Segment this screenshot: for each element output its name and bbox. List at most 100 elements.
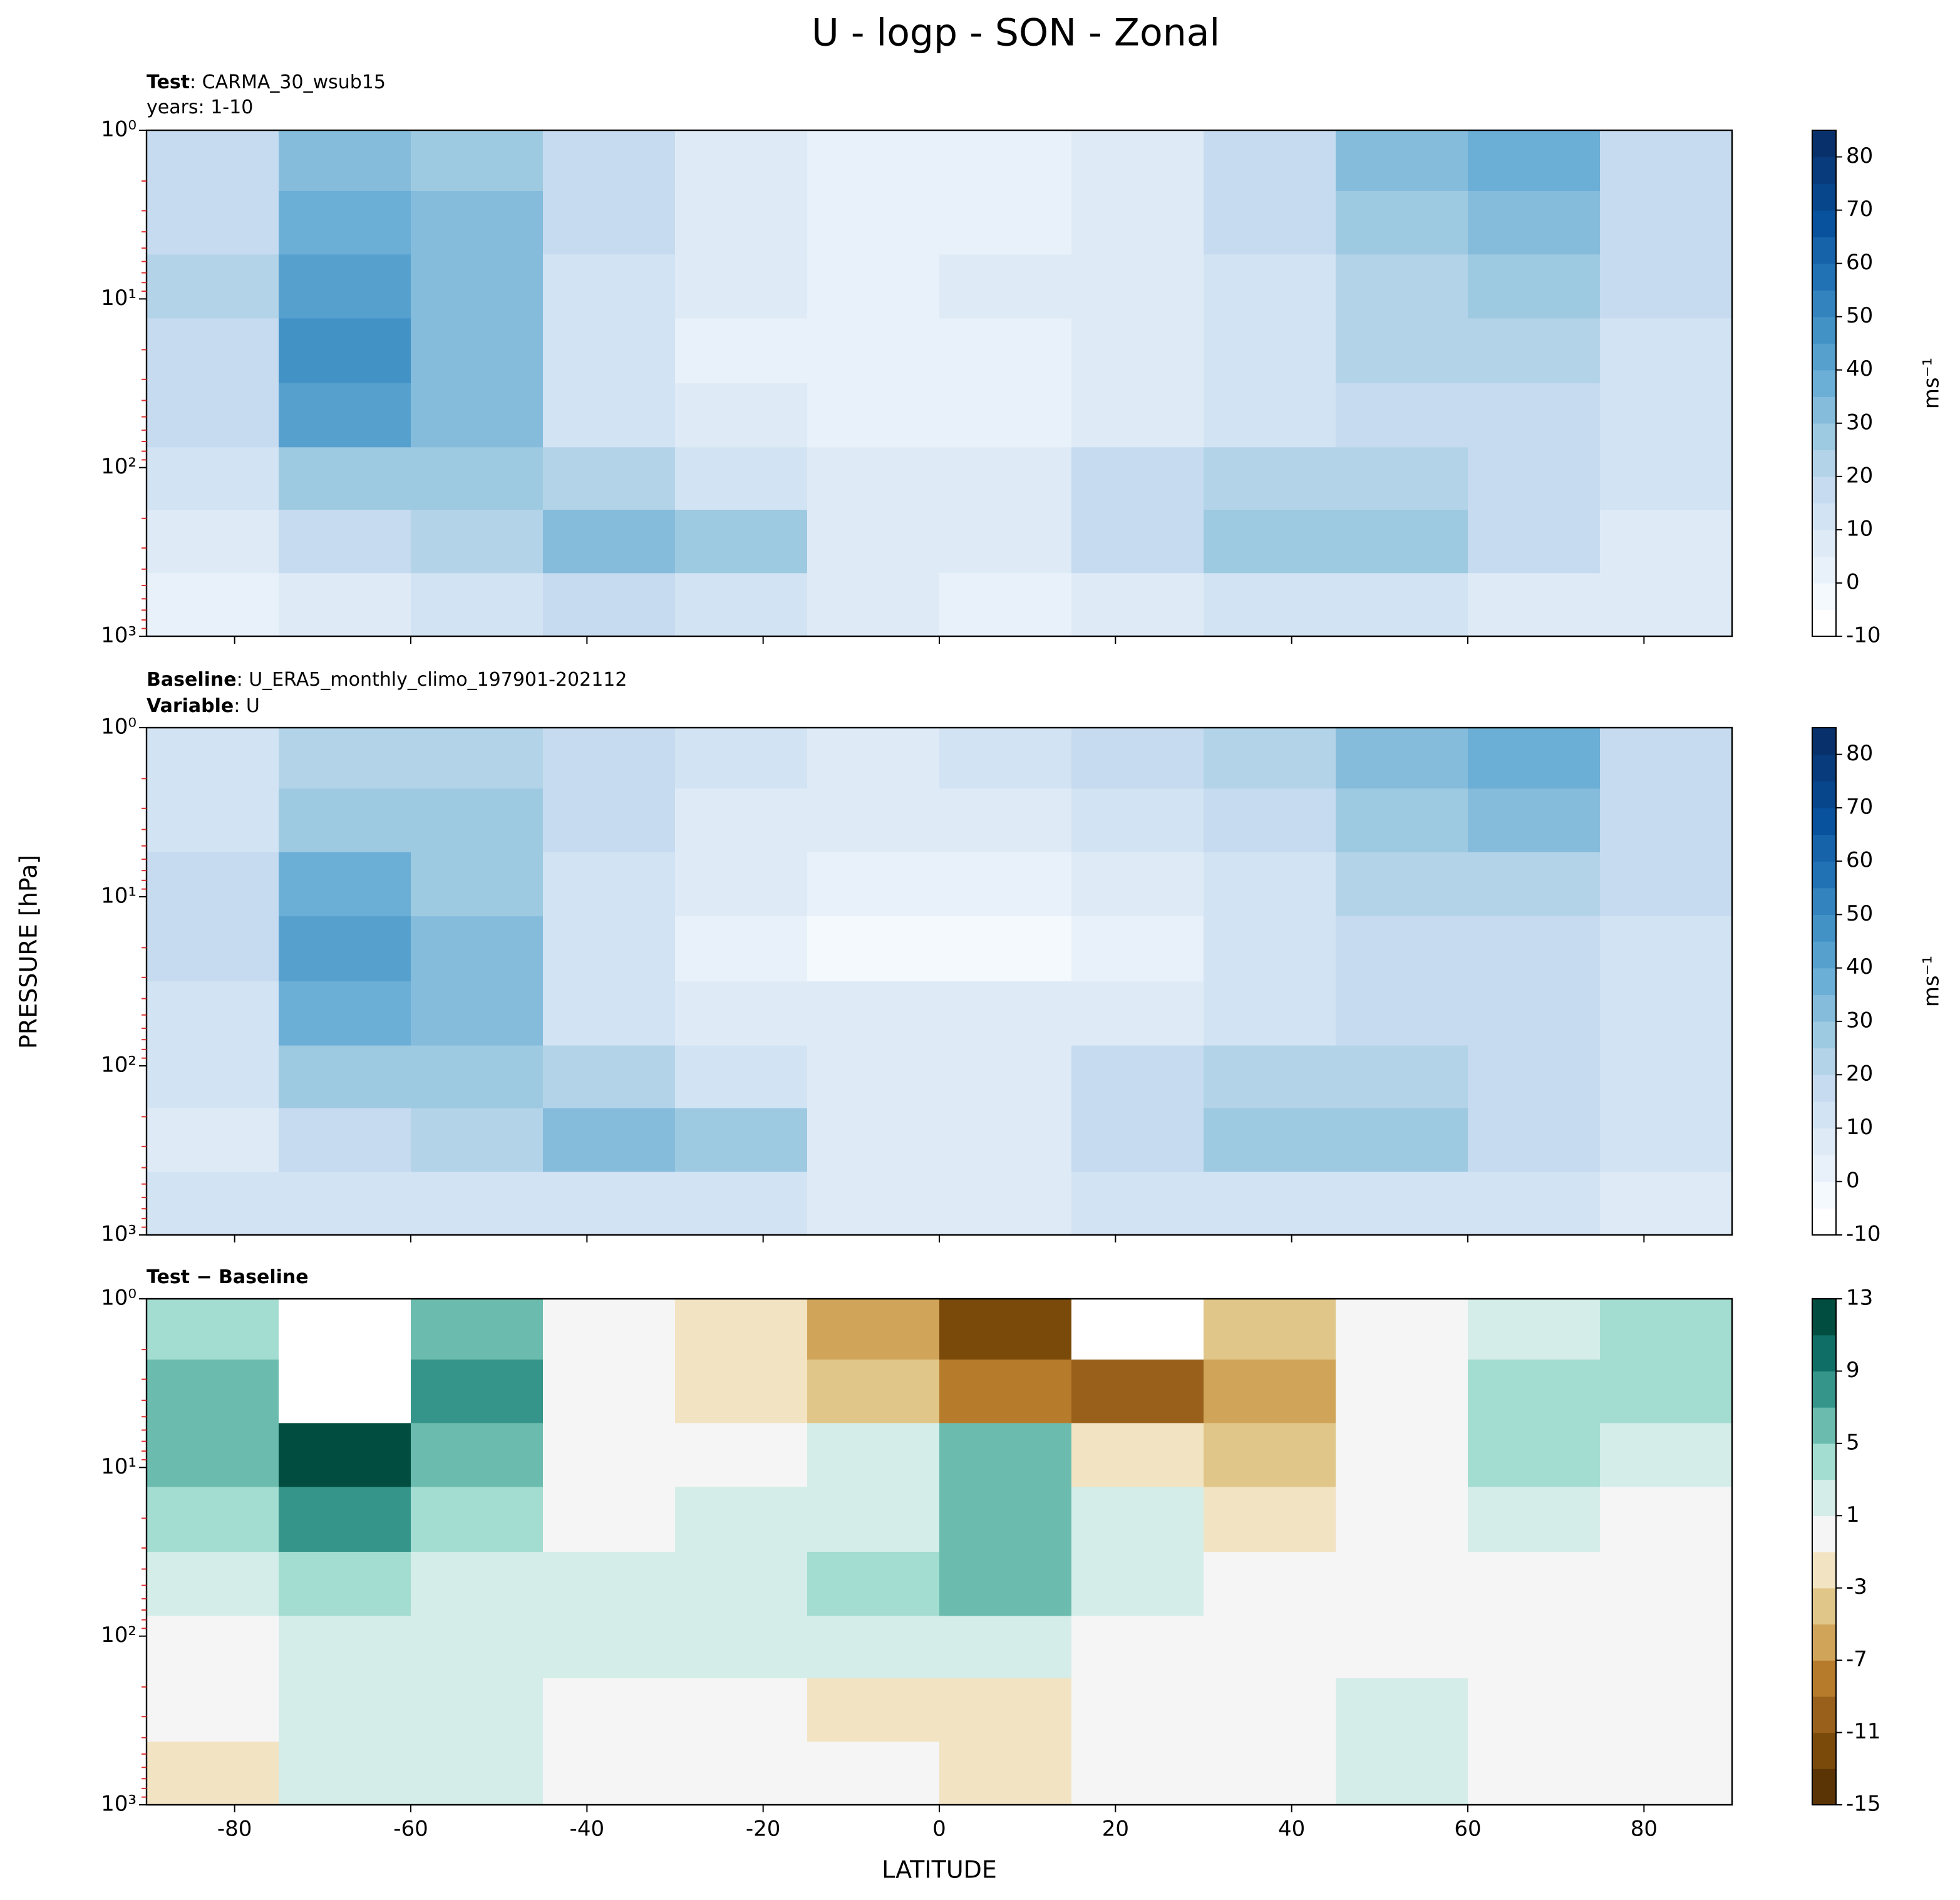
contour-cell — [279, 383, 411, 448]
colorbar-tick-label: 20 — [1846, 463, 1873, 488]
colorbar-tick-label: 40 — [1846, 356, 1873, 381]
contour-cell — [1204, 190, 1336, 256]
colorbar-tick-label: 5 — [1846, 1430, 1860, 1455]
contour-cell — [411, 981, 544, 1046]
contour-cell — [1600, 1742, 1733, 1805]
contour-cell — [147, 1678, 279, 1743]
contour-cell — [1336, 1423, 1468, 1488]
contour-cell — [1204, 1423, 1336, 1488]
x-tick-label: -40 — [570, 1817, 605, 1842]
contour-cell — [543, 788, 676, 853]
contour-cell — [1468, 254, 1601, 319]
contour-cell — [1336, 1359, 1468, 1424]
contour-cell — [411, 1678, 544, 1743]
contour-cell — [411, 383, 544, 448]
contour-cell — [1071, 383, 1204, 448]
contour-cell — [675, 1359, 808, 1424]
contour-cell — [1336, 447, 1468, 511]
contour-cell — [1071, 1616, 1204, 1680]
colorbar-tick-label: 30 — [1846, 410, 1873, 435]
contour-cell — [543, 1616, 676, 1680]
header-bold: Variable — [147, 695, 234, 717]
contour-cell — [279, 254, 411, 319]
contour-cell — [543, 254, 676, 319]
colorbar-tick-label: -7 — [1846, 1647, 1867, 1672]
colorbar-segment — [1812, 423, 1836, 450]
contour-cell — [279, 1742, 411, 1805]
x-tick-label: 60 — [1454, 1817, 1481, 1842]
contour-cell — [411, 728, 544, 790]
colorbar-segment — [1812, 1768, 1836, 1805]
contour-cell — [1336, 852, 1468, 917]
colorbar-segment — [1812, 968, 1836, 995]
colorbar-segment — [1812, 728, 1836, 755]
contour-cell — [543, 1299, 676, 1360]
contour-cell — [1468, 1108, 1601, 1173]
contour-cell — [939, 1678, 1072, 1743]
contour-cell — [939, 573, 1072, 637]
contour-cell — [675, 788, 808, 853]
contour-cell — [939, 510, 1072, 574]
contour-cell — [939, 1742, 1072, 1805]
contour-cell — [807, 728, 940, 790]
contour-cell — [1071, 1172, 1204, 1236]
contour-cell — [1468, 1359, 1601, 1424]
colorbar-tick-label: 80 — [1846, 143, 1873, 168]
x-tick-label: -80 — [217, 1817, 252, 1842]
contour-cell — [1071, 852, 1204, 917]
contour-cell — [1336, 1045, 1468, 1109]
header-bold: Test − Baseline — [147, 1266, 309, 1288]
contour-cell — [1071, 190, 1204, 256]
contour-cell — [1468, 728, 1601, 790]
colorbar-segment — [1812, 290, 1836, 318]
contour-cell — [1336, 788, 1468, 853]
contour-cell — [1600, 130, 1733, 192]
contour-cell — [807, 318, 940, 384]
colorbar-tick-label: 70 — [1846, 197, 1873, 222]
contour-cell — [1071, 1299, 1204, 1360]
contour-cell — [1204, 1299, 1336, 1360]
contour-cell — [279, 1299, 411, 1360]
contour-cell — [543, 130, 676, 192]
contour-cell — [147, 981, 279, 1046]
contour-cell — [411, 916, 544, 982]
contour-cell — [1336, 1108, 1468, 1173]
contour-cell — [147, 728, 279, 790]
contour-cell — [1071, 573, 1204, 637]
y-tick-label: 10¹ — [101, 286, 137, 311]
contour-cell — [807, 852, 940, 917]
contour-cell — [1600, 1678, 1733, 1743]
colorbar-frame — [1812, 130, 1837, 637]
contour-cell — [675, 318, 808, 384]
contour-cell — [1204, 852, 1336, 917]
contour-cell — [411, 1552, 544, 1617]
colorbar-tick-label: 10 — [1846, 516, 1873, 541]
contour-cell — [279, 981, 411, 1046]
contour-cell — [939, 1108, 1072, 1173]
contour-cell — [939, 254, 1072, 319]
colorbar-segment — [1812, 914, 1836, 942]
contour-cell — [807, 1299, 940, 1360]
colorbar-segment — [1812, 1101, 1836, 1129]
contour-cell — [939, 1359, 1072, 1424]
colorbar-segment — [1812, 1371, 1836, 1408]
contour-cell — [1071, 981, 1204, 1046]
contour-cell — [807, 254, 940, 319]
contour-cell — [1336, 383, 1468, 448]
contour-cell — [675, 981, 808, 1046]
contour-cell — [807, 1045, 940, 1109]
contour-cell — [147, 318, 279, 384]
colorbar-segment — [1812, 1588, 1836, 1625]
contour-cell — [1336, 573, 1468, 637]
contour-cell — [1600, 254, 1733, 319]
colorbar-segment — [1812, 1443, 1836, 1480]
contour-cell — [279, 788, 411, 853]
contour-cell — [147, 852, 279, 917]
colorbar-tick-label: 60 — [1846, 848, 1873, 873]
colorbar-segment — [1812, 609, 1836, 637]
figure-title: U - logp - SON - Zonal — [812, 11, 1220, 55]
colorbar-segment — [1812, 1732, 1836, 1769]
contour-cell — [411, 788, 544, 853]
colorbar-tick-label: 40 — [1846, 954, 1873, 979]
